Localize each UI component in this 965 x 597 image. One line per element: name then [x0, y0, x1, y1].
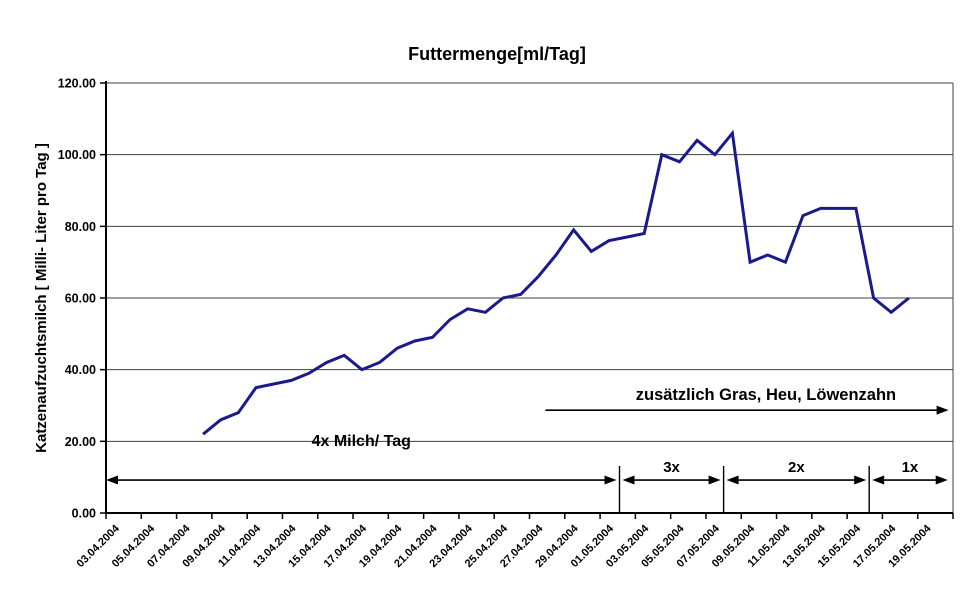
- arrowhead-right: [604, 475, 617, 485]
- arrowhead-left: [872, 475, 885, 485]
- y-tick-label: 120.00: [58, 77, 96, 91]
- axes: [105, 81, 953, 514]
- phase-label: 3x: [663, 459, 680, 476]
- arrowhead-right: [854, 475, 867, 485]
- grass-annotation-label: zusätzlich Gras, Heu, Löwenzahn: [636, 386, 896, 404]
- y-tick-label: 80.00: [65, 220, 96, 234]
- phase-label: 1x: [902, 459, 919, 476]
- phase-label: 4x Milch/ Tag: [312, 433, 411, 450]
- arrowhead-right: [935, 475, 948, 485]
- y-tick-label: 40.00: [65, 363, 96, 377]
- arrowhead-right: [936, 405, 949, 415]
- y-tick-label: 100.00: [58, 148, 96, 162]
- arrowhead-left: [726, 475, 739, 485]
- y-axis-title: Katzenaufzuchtsmilch [ Milli- Liter pro …: [33, 143, 50, 453]
- arrowhead-left: [106, 475, 118, 485]
- data-series: [202, 129, 910, 436]
- arrowhead-left: [622, 475, 635, 485]
- x-tick-labels: 03.04.200405.04.200407.04.200409.04.2004…: [75, 513, 954, 570]
- chart-title: Futtermenge[ml/Tag]: [408, 44, 586, 64]
- futtermenge-line: [202, 129, 910, 436]
- y-tick-label: 20.00: [65, 435, 96, 449]
- phase-label: 2x: [788, 459, 805, 476]
- y-tick-label: 60.00: [65, 292, 96, 306]
- gridlines: [106, 82, 954, 514]
- arrowhead-right: [708, 475, 721, 485]
- y-tick-labels: 0.00 20.00 40.00 60.00 80.00 100.00 120.00: [58, 77, 106, 521]
- annotations: zusätzlich Gras, Heu, Löwenzahn 4x Milch/…: [106, 386, 949, 513]
- y-tick-label: 0.00: [72, 507, 96, 521]
